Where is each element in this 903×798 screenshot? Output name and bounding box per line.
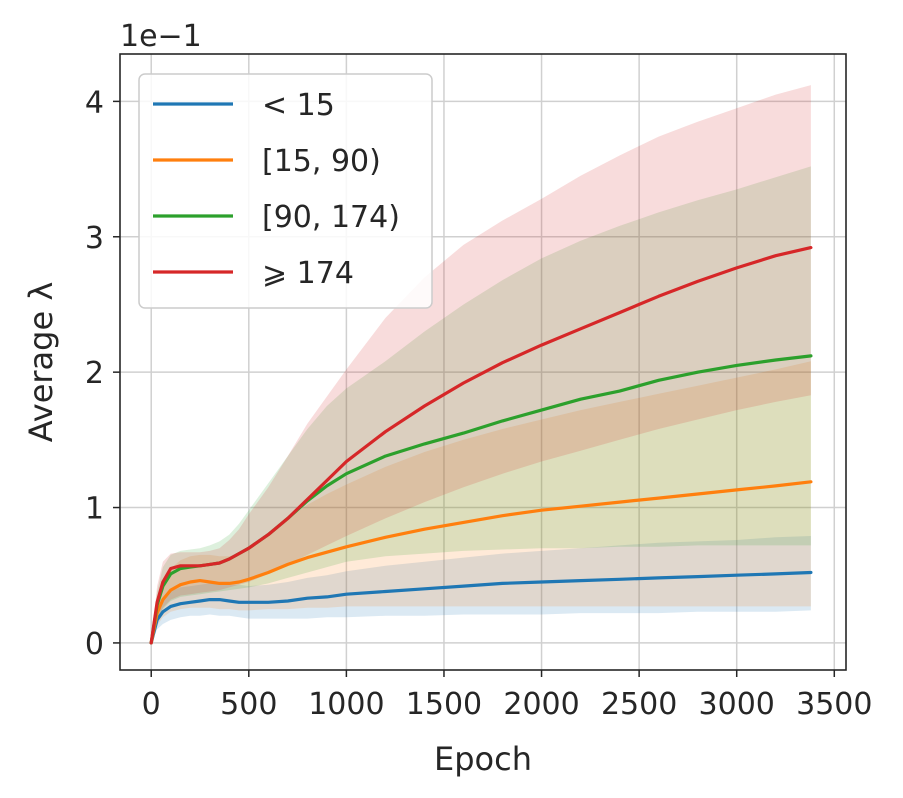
y-tick-label: 2 <box>85 356 104 391</box>
legend-label-4: ⩾ 174 <box>262 256 354 291</box>
x-tick-label: 2000 <box>503 687 579 722</box>
x-tick-label: 2500 <box>601 687 677 722</box>
legend-label-3: [90, 174) <box>262 200 400 235</box>
line-series-1 <box>149 570 813 645</box>
x-tick-label: 500 <box>220 687 277 722</box>
legend: < 15 [15, 90) [90, 174) ⩾ 174 <box>138 73 433 309</box>
x-tick-label: 0 <box>142 687 161 722</box>
line-series-2 <box>149 480 813 645</box>
band-series-1 <box>151 536 811 643</box>
x-tick-label: 3500 <box>796 687 872 722</box>
band-series-3 <box>151 166 811 643</box>
x-axis-title: Epoch <box>434 740 532 778</box>
plot-frame <box>119 53 847 671</box>
line-series-4 <box>149 246 813 645</box>
legend-label-2: [15, 90) <box>262 144 381 179</box>
y-tick-label: 4 <box>85 85 104 120</box>
y-scale-label: 1e−1 <box>120 19 202 54</box>
y-axis-title: Average λ <box>22 282 60 443</box>
series-lines <box>149 246 813 645</box>
y-tick-label: 1 <box>85 492 104 527</box>
band-series-2 <box>151 361 811 643</box>
legend-box <box>138 73 433 309</box>
y-tick-label: 0 <box>85 627 104 662</box>
axis-ticks: 0 500 1000 1500 2000 2500 3000 3500 0 1 2 3 4 <box>85 85 873 722</box>
x-tick-label: 1500 <box>406 687 482 722</box>
legend-label-1: < 15 <box>262 88 335 123</box>
x-tick-label: 1000 <box>308 687 384 722</box>
band-series-4 <box>151 85 811 643</box>
y-tick-label: 3 <box>85 221 104 256</box>
x-tick-label: 3000 <box>699 687 775 722</box>
confidence-bands <box>151 85 811 643</box>
